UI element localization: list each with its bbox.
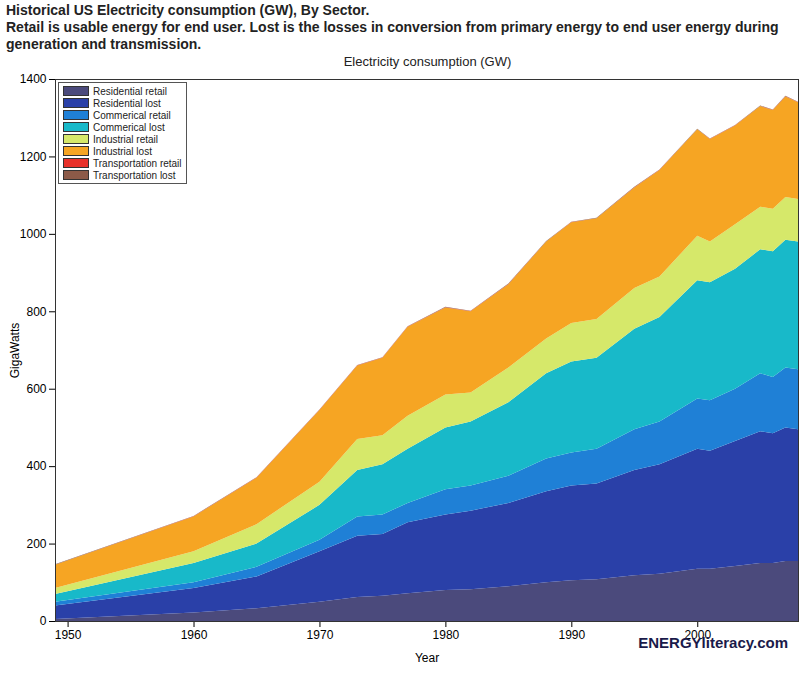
svg-text:200: 200 <box>26 537 46 551</box>
svg-text:400: 400 <box>26 459 46 473</box>
svg-text:1990: 1990 <box>558 628 585 642</box>
svg-text:1000: 1000 <box>20 227 47 241</box>
svg-text:800: 800 <box>26 305 46 319</box>
html-text:Transportation lost: Transportation lost <box>93 169 176 181</box>
html-text:Commerical lost: Commerical lost <box>93 121 165 133</box>
svg-text:Year: Year <box>415 651 439 665</box>
svg-text:1960: 1960 <box>181 628 208 642</box>
html-text:Residential retail: Residential retail <box>93 85 167 97</box>
svg-text:1970: 1970 <box>307 628 334 642</box>
svg-text:GigaWatts: GigaWatts <box>8 323 22 379</box>
html-text:ENERGYliteracy.com: ENERGYliteracy.com <box>638 634 788 651</box>
svg-text:1200: 1200 <box>20 150 47 164</box>
html-text:Residential lost: Residential lost <box>93 97 161 109</box>
html-text:Electricity consumption (GW): Electricity consumption (GW) <box>343 54 512 69</box>
html-text:Industrial lost: Industrial lost <box>93 145 152 157</box>
html-text:Retail is usable energy for en: Retail is usable energy for end user. Lo… <box>6 19 779 52</box>
svg-text:1400: 1400 <box>20 72 47 86</box>
html-text:Historical US Electricity cons: Historical US Electricity consumption (G… <box>6 2 370 18</box>
html-text:Transportation retail: Transportation retail <box>93 157 182 169</box>
html-text:Commerical retail: Commerical retail <box>93 109 171 121</box>
svg-text:0: 0 <box>40 614 47 628</box>
svg-text:600: 600 <box>26 382 46 396</box>
svg-text:1950: 1950 <box>55 628 82 642</box>
html-text:Industrial retail: Industrial retail <box>93 133 158 145</box>
svg-text:1980: 1980 <box>433 628 460 642</box>
